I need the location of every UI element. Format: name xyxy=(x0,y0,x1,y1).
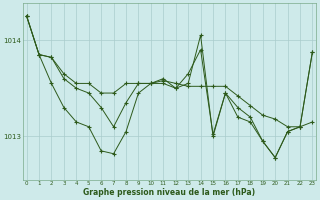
X-axis label: Graphe pression niveau de la mer (hPa): Graphe pression niveau de la mer (hPa) xyxy=(84,188,256,197)
